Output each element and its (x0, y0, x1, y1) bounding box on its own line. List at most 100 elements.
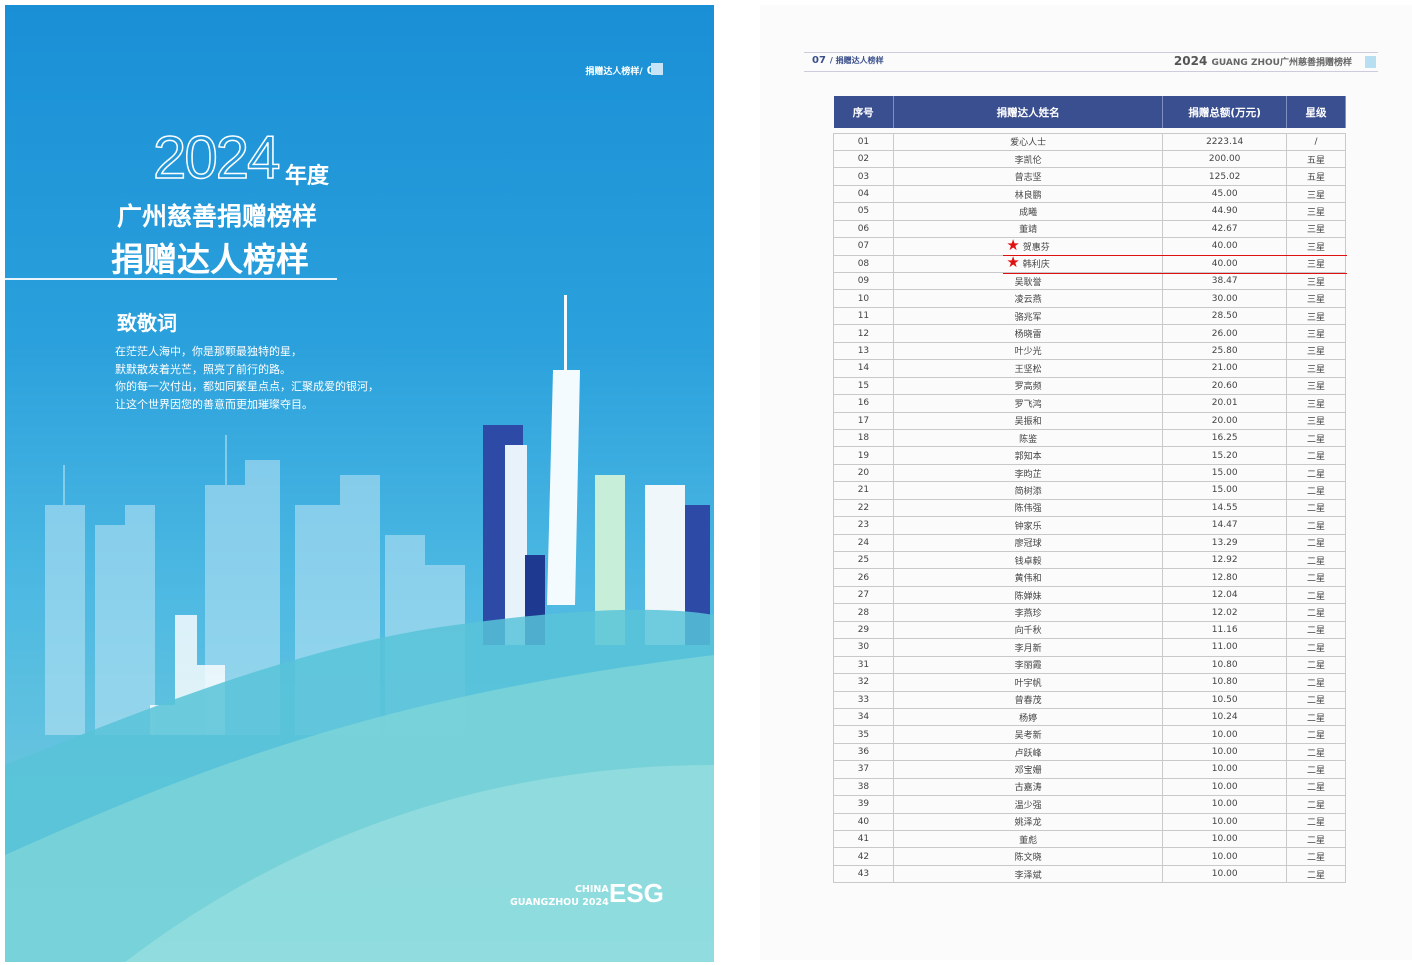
star-level-cell: 二星 (1286, 550, 1346, 570)
star-level-cell: 二星 (1286, 498, 1346, 518)
year-title: 2024 (152, 123, 281, 192)
donation-amount-cell: 42.67 (1162, 219, 1288, 239)
table-row: 03 曾志坚 125.02 五星 (833, 167, 1346, 186)
donation-amount: 25.80 (1211, 345, 1238, 356)
row-index-cell: 37 (833, 760, 894, 779)
donation-amount: 10.00 (1211, 834, 1238, 845)
header-square-icon (651, 63, 663, 75)
table-row: 02 李凯伦 200.00 五星 (833, 149, 1346, 169)
row-index-cell: 19 (833, 446, 894, 465)
donation-amount: 10.80 (1211, 677, 1238, 688)
donor-name: 韩利庆 (1022, 260, 1050, 271)
star-level: 三星 (1307, 312, 1326, 323)
table-row: 09 吴耿誉 38.47 三星 (833, 271, 1346, 291)
star-level: 三星 (1307, 382, 1326, 393)
row-index: 20 (857, 468, 870, 479)
donor-name: 爱心人士 (1010, 138, 1047, 149)
donation-amount-cell: 30.00 (1162, 289, 1288, 308)
table-row: 12 杨晓雷 26.00 三星 (833, 324, 1346, 343)
donation-amount: 10.00 (1211, 869, 1238, 880)
row-index-cell: 09 (833, 271, 894, 291)
star-level-cell: 二星 (1286, 725, 1346, 744)
table-row: 24 廖冠球 13.29 二星 (833, 533, 1346, 553)
donor-name: 黄伟和 (1014, 574, 1042, 585)
donation-amount: 45.00 (1211, 189, 1238, 200)
row-index: 36 (857, 747, 870, 758)
donation-amount: 2223.14 (1206, 136, 1244, 147)
donation-amount: 20.60 (1211, 380, 1238, 391)
table-row: 41 董彪 10.00 二星 (833, 829, 1346, 849)
donation-amount-cell: 11.16 (1162, 620, 1288, 640)
highlight-underline (1003, 255, 1347, 257)
donation-amount-cell: 200.00 (1162, 149, 1288, 169)
row-index: 06 (857, 223, 870, 234)
table-row: 29 向千秋 11.16 二星 (833, 620, 1346, 640)
col-header-stars: 星级 (1286, 96, 1346, 128)
row-index-cell: 02 (833, 149, 894, 169)
donation-amount-cell: 40.00 (1162, 237, 1288, 256)
donor-name-cell: 凌云燕 (892, 289, 1164, 308)
row-index: 22 (857, 502, 870, 513)
donor-name-cell: 邓宝姗 (892, 760, 1164, 779)
table-row: 37 邓宝姗 10.00 二星 (833, 760, 1346, 779)
donation-amount: 26.00 (1211, 328, 1238, 339)
star-level: 二星 (1307, 748, 1326, 759)
header-left: 07/ 捐赠达人榜样 (812, 55, 884, 66)
row-index: 23 (857, 520, 870, 531)
table-row: 32 叶宇帆 10.80 二星 (833, 673, 1346, 692)
table-row: 28 李燕珍 12.02 二星 (833, 603, 1346, 622)
donor-name: 钟家乐 (1014, 521, 1042, 532)
table-row: 42 陈文晓 10.00 二星 (833, 847, 1346, 866)
donation-amount-cell: 14.47 (1162, 516, 1288, 535)
donor-name-cell: 李泽斌 (892, 864, 1164, 884)
col-header-name: 捐赠达人姓名 (893, 96, 1164, 128)
donation-amount: 125.02 (1208, 171, 1241, 182)
row-index: 11 (857, 311, 870, 322)
row-index-cell: 05 (833, 202, 894, 221)
row-index: 09 (857, 276, 870, 287)
footer-text: CHINA GUANGZHOU 2024 (510, 883, 609, 909)
row-index-cell: 11 (833, 306, 894, 326)
star-level-cell: 三星 (1286, 237, 1346, 256)
tribute-text: 在茫茫人海中，你是那颗最独特的星， 默默散发着光芒，照亮了前行的路。 你的每一次… (115, 343, 379, 413)
donor-name-cell: ★ 韩利庆 (892, 254, 1164, 274)
star-level: 三星 (1307, 207, 1326, 218)
row-index-cell: 43 (833, 864, 894, 884)
row-index-cell: 24 (833, 533, 894, 553)
donor-name-cell: 李月新 (892, 638, 1164, 657)
donation-amount-cell: 10.00 (1162, 760, 1288, 779)
star-level: 二星 (1307, 434, 1326, 445)
donor-name: 骆兆军 (1014, 312, 1042, 323)
donor-name-cell: 罗飞鸿 (892, 394, 1164, 413)
row-index: 28 (857, 607, 870, 618)
row-index: 12 (857, 328, 870, 339)
row-index-cell: 26 (833, 568, 894, 587)
row-index-cell: 30 (833, 638, 894, 657)
row-index: 43 (857, 869, 870, 880)
donor-name-cell: 林良鹏 (892, 184, 1164, 204)
donation-amount: 15.00 (1211, 485, 1238, 496)
row-index-cell: 23 (833, 516, 894, 535)
donation-amount: 10.24 (1211, 712, 1238, 723)
donation-amount-cell: 28.50 (1162, 306, 1288, 326)
star-level-cell: 五星 (1286, 149, 1346, 169)
donation-amount: 10.00 (1211, 764, 1238, 775)
donor-name-cell: 王坚松 (892, 359, 1164, 378)
donor-name: 李丽霞 (1014, 661, 1042, 672)
esg-logo: ESG (609, 878, 664, 908)
star-level-cell: 二星 (1286, 603, 1346, 622)
table-row: 19 郭知本 15.20 二星 (833, 446, 1346, 465)
star-level-cell: 三星 (1286, 376, 1346, 396)
star-level-cell: 二星 (1286, 620, 1346, 640)
row-index: 17 (857, 415, 870, 426)
donor-name: 王坚松 (1014, 364, 1042, 375)
donation-amount: 11.16 (1211, 624, 1238, 635)
donor-name-cell: ★ 贺惠芬 (892, 237, 1164, 256)
table-row: 33 曾春茂 10.50 二星 (833, 690, 1346, 709)
table-row: 39 温少强 10.00 二星 (833, 795, 1346, 814)
table-row: 35 吴考新 10.00 二星 (833, 725, 1346, 744)
row-index-cell: 06 (833, 219, 894, 239)
highlight-underline (1003, 272, 1347, 274)
donor-name: 李泽斌 (1014, 870, 1042, 881)
table-row: 18 陈鉴 16.25 二星 (833, 428, 1346, 448)
